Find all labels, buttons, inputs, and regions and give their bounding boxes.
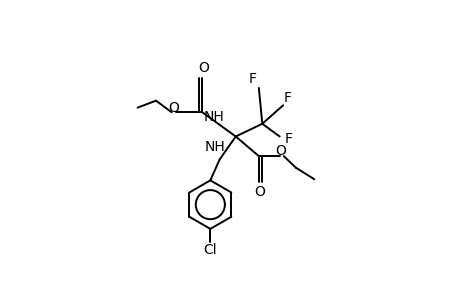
Text: F: F [284,132,292,146]
Text: O: O [275,144,285,158]
Text: NH: NH [204,140,225,154]
Text: F: F [248,72,257,86]
Text: O: O [168,101,179,115]
Text: F: F [283,92,291,105]
Text: NH: NH [203,110,224,124]
Text: O: O [254,185,265,199]
Text: O: O [197,61,208,75]
Text: Cl: Cl [203,243,217,257]
